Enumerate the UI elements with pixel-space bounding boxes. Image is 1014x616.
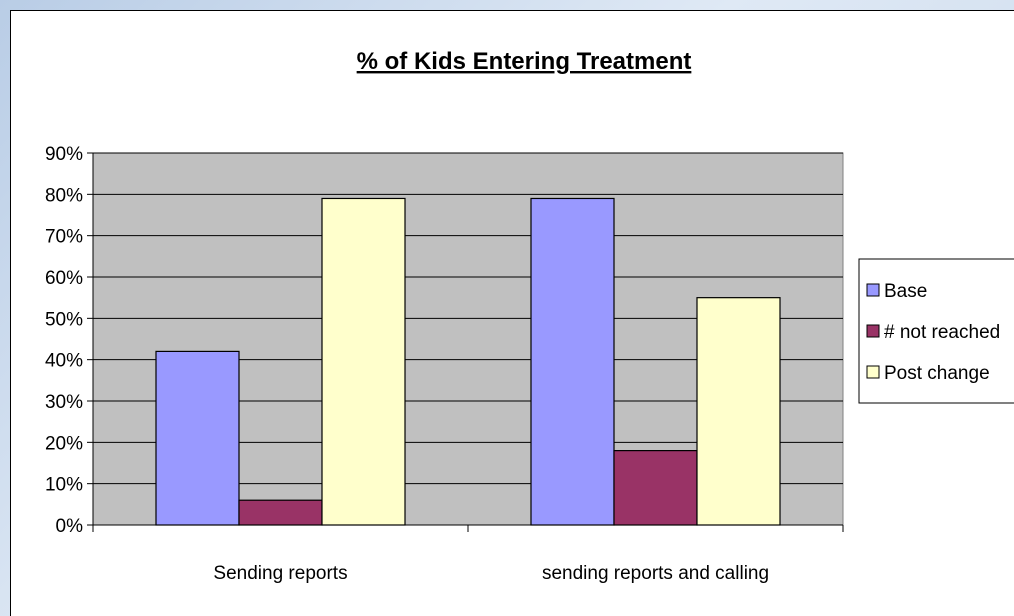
- legend: Base # not reached Post change: [858, 258, 1014, 404]
- y-tick-label: 20%: [45, 433, 83, 454]
- y-tick-label: 30%: [45, 392, 83, 413]
- y-tick-label: 90%: [45, 144, 83, 165]
- y-tick-label: 0%: [56, 516, 84, 537]
- legend-swatch: [866, 365, 880, 379]
- y-tick-label: 80%: [45, 185, 83, 206]
- bar-1-1: [155, 350, 240, 526]
- legend-box: [858, 258, 1014, 404]
- bar-1-2: [530, 197, 615, 526]
- y-tick-label: 70%: [45, 227, 83, 248]
- chart-frame: % of Kids Entering Treatment 0% 10% 20% 30%…: [10, 10, 1014, 616]
- legend-label: Post change: [884, 363, 990, 384]
- legend-swatch: [866, 283, 880, 297]
- y-tick-label: 50%: [45, 309, 83, 330]
- bar-3-2: [696, 297, 781, 526]
- x-category-label: sending reports and calling: [542, 563, 769, 584]
- chart-title: % of Kids Entering Treatment: [357, 48, 692, 75]
- x-category-label: Sending reports: [213, 563, 347, 584]
- y-tick-label: 60%: [45, 268, 83, 289]
- bar-2-1: [238, 499, 323, 526]
- y-tick-label: 10%: [45, 475, 83, 496]
- plot-area: 0% 10% 20% 30% 40% 50% 60% 70% 80% 90% Sending rep…: [45, 144, 844, 584]
- bar-2-2: [613, 450, 698, 526]
- legend-label: # not reached: [884, 322, 1000, 343]
- bar-chart: % of Kids Entering Treatment 0% 10% 20% 30%…: [45, 48, 1014, 584]
- y-tick-label: 40%: [45, 351, 83, 372]
- legend-swatch: [866, 324, 880, 338]
- bar-3-1: [321, 197, 406, 526]
- legend-label: Base: [884, 281, 927, 302]
